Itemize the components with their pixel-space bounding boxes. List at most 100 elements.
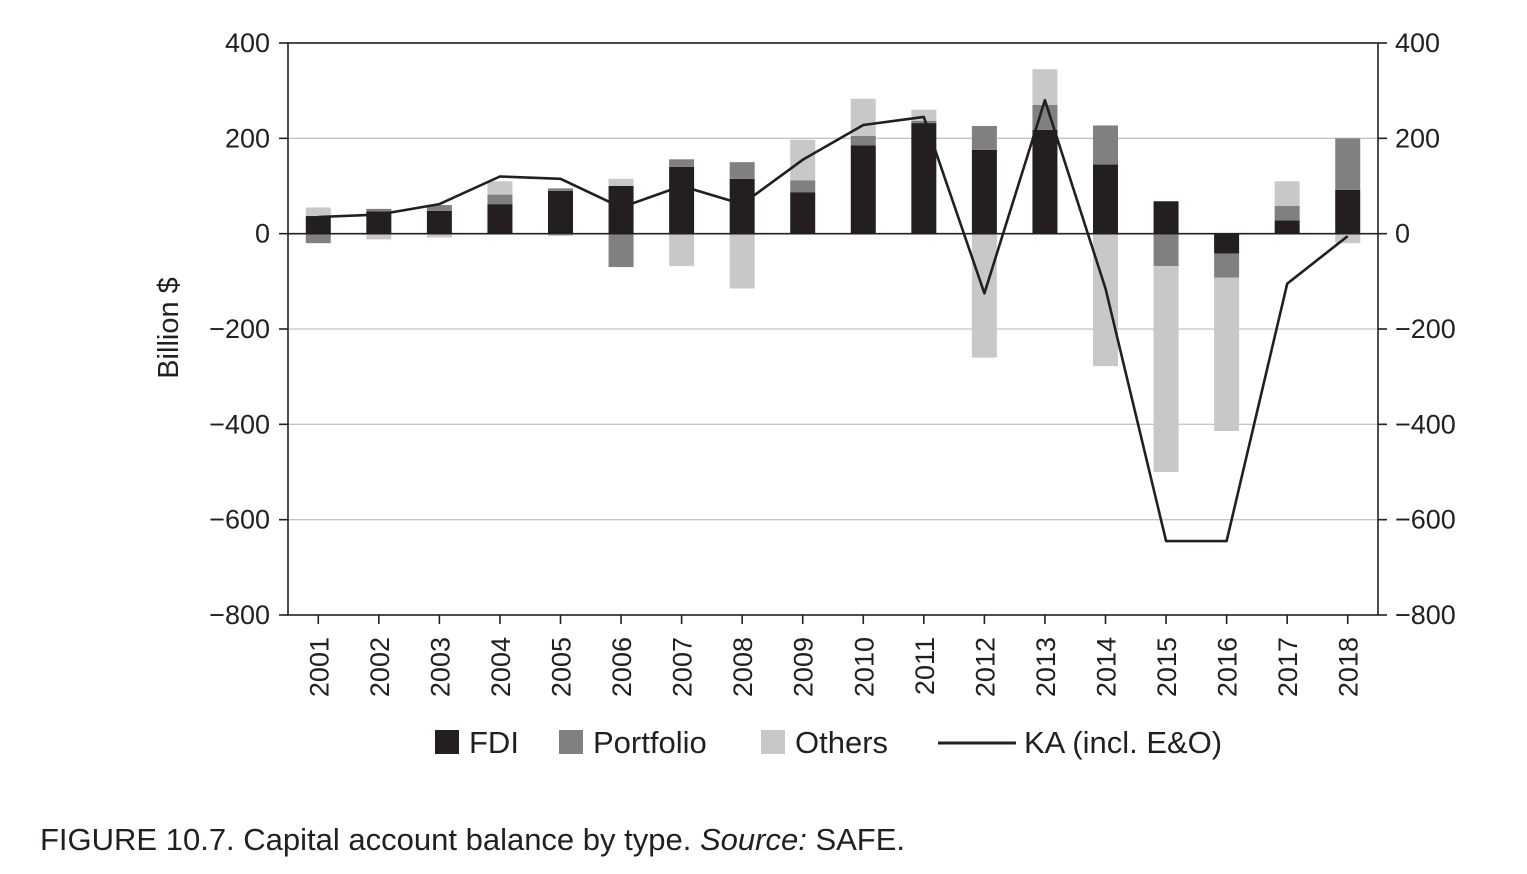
bar-portfolio-2016 bbox=[1214, 253, 1240, 278]
y-tick-label-left: 0 bbox=[255, 219, 270, 249]
caption-source-label: Source: bbox=[699, 822, 807, 857]
bar-portfolio-2009 bbox=[790, 180, 816, 193]
bar-portfolio-2003 bbox=[426, 205, 452, 211]
bar-fdi-2013 bbox=[1032, 129, 1058, 234]
line-ka-incl-e-o bbox=[318, 98, 1349, 543]
bar-portfolio-2001 bbox=[305, 233, 331, 244]
x-tick-label: 2009 bbox=[789, 637, 819, 697]
bar-others-2018 bbox=[1335, 233, 1361, 244]
legend-swatch-others bbox=[761, 730, 785, 754]
bar-others-2016 bbox=[1214, 277, 1240, 432]
x-tick-label: 2006 bbox=[607, 637, 637, 697]
bar-others-2014 bbox=[1093, 233, 1118, 367]
bar-fdi-2004 bbox=[487, 204, 513, 234]
bar-portfolio-2015 bbox=[1153, 233, 1179, 267]
bars bbox=[305, 69, 1361, 472]
y-tick-label-left: −200 bbox=[209, 314, 270, 344]
x-tick-label: 2002 bbox=[365, 637, 395, 697]
y-tick-label-left: −800 bbox=[209, 600, 270, 630]
bar-fdi-2001 bbox=[305, 216, 331, 234]
bar-fdi-2007 bbox=[669, 166, 695, 234]
bar-portfolio-2012 bbox=[971, 125, 997, 150]
y-tick-label-left: −600 bbox=[209, 505, 270, 535]
ka-line-series bbox=[318, 98, 1349, 543]
y-tick-label-left: −400 bbox=[209, 409, 270, 439]
bar-others-2001 bbox=[305, 207, 331, 217]
bar-others-2003 bbox=[426, 233, 452, 238]
bar-fdi-2017 bbox=[1274, 220, 1300, 234]
bar-portfolio-2004 bbox=[487, 194, 513, 205]
y-tick-label-right: 200 bbox=[1395, 123, 1440, 153]
bar-others-2011 bbox=[911, 109, 937, 121]
x-axis: 2001 2002 2003 2004 2005 2006 2007 2008 2009 2010… bbox=[304, 615, 1364, 697]
bar-portfolio-2005 bbox=[548, 188, 573, 191]
y-axis-title: Billion $ bbox=[153, 277, 185, 379]
caption-text: FIGURE 10.7. Capital account balance by … bbox=[40, 822, 692, 857]
x-tick-label: 2007 bbox=[668, 637, 698, 697]
x-tick-label: 2012 bbox=[970, 637, 1000, 697]
bar-fdi-2016 bbox=[1214, 233, 1240, 254]
legend-label-portfolio: Portfolio bbox=[593, 725, 707, 760]
bar-fdi-2009 bbox=[790, 192, 816, 234]
bar-fdi-2002 bbox=[366, 211, 392, 234]
y-tick-label-left: 400 bbox=[225, 28, 270, 58]
bar-portfolio-2010 bbox=[850, 135, 876, 146]
bar-fdi-2015 bbox=[1153, 201, 1179, 234]
bar-portfolio-2008 bbox=[729, 162, 755, 179]
y-tick-label-right: −600 bbox=[1395, 505, 1456, 535]
legend-label-ka-incl-e-o: KA (incl. E&O) bbox=[1024, 725, 1222, 760]
legend-swatch-fdi bbox=[435, 730, 459, 754]
bar-portfolio-2014 bbox=[1093, 125, 1118, 165]
legend-label-fdi: FDI bbox=[469, 725, 519, 760]
bar-portfolio-2002 bbox=[366, 208, 392, 212]
x-tick-label: 2015 bbox=[1152, 637, 1182, 697]
y-tick-label-right: −800 bbox=[1395, 600, 1456, 630]
bar-fdi-2012 bbox=[971, 149, 997, 234]
bar-others-2017 bbox=[1274, 181, 1300, 207]
y-tick-label-right: 400 bbox=[1395, 28, 1440, 58]
x-tick-label: 2004 bbox=[486, 637, 516, 697]
x-tick-label: 2016 bbox=[1213, 637, 1243, 697]
bar-fdi-2010 bbox=[850, 145, 876, 234]
x-tick-label: 2017 bbox=[1273, 637, 1303, 697]
x-tick-label: 2003 bbox=[425, 637, 455, 697]
y-tick-label-right: −200 bbox=[1395, 314, 1456, 344]
y-axis-right: 400 200 0 −200 −400 −600 −800 bbox=[1378, 28, 1456, 630]
legend-label-others: Others bbox=[795, 725, 888, 760]
bar-others-2004 bbox=[487, 181, 513, 195]
bar-others-2008 bbox=[729, 233, 755, 289]
x-tick-label: 2010 bbox=[849, 637, 879, 697]
caption-source-value: SAFE. bbox=[815, 822, 906, 857]
x-tick-label: 2013 bbox=[1031, 637, 1061, 697]
bar-fdi-2006 bbox=[608, 186, 634, 234]
y-tick-label-left: 200 bbox=[225, 123, 270, 153]
bar-fdi-2008 bbox=[729, 178, 755, 234]
y-axis-left: 400 200 0 −200 −400 −600 −800 bbox=[209, 28, 288, 630]
bar-others-2002 bbox=[366, 233, 392, 240]
legend: FDI Portfolio Others KA (incl. E&O) bbox=[435, 725, 1222, 760]
bar-others-2012 bbox=[971, 233, 997, 358]
x-tick-label: 2001 bbox=[304, 637, 334, 697]
chart: 400 200 0 −200 −400 −600 −800 400 200 0 −200 −400 −… bbox=[153, 28, 1456, 760]
bar-portfolio-2017 bbox=[1274, 206, 1300, 221]
bar-others-2006 bbox=[608, 178, 634, 186]
x-tick-label: 2008 bbox=[728, 637, 758, 697]
y-tick-label-right: 0 bbox=[1395, 219, 1410, 249]
legend-swatch-portfolio bbox=[559, 730, 583, 754]
bar-others-2005 bbox=[548, 233, 573, 237]
bar-fdi-2014 bbox=[1093, 164, 1118, 234]
grid-lines bbox=[288, 137, 1378, 521]
x-tick-label: 2018 bbox=[1334, 637, 1364, 697]
bar-fdi-2005 bbox=[548, 190, 573, 234]
x-tick-label: 2005 bbox=[547, 637, 577, 697]
x-tick-label: 2011 bbox=[910, 637, 940, 695]
bar-portfolio-2006 bbox=[608, 233, 634, 268]
bar-portfolio-2007 bbox=[669, 159, 695, 167]
figure-caption: FIGURE 10.7. Capital account balance by … bbox=[40, 822, 905, 858]
bar-others-2015 bbox=[1153, 266, 1179, 472]
x-tick-label: 2014 bbox=[1092, 637, 1122, 697]
bar-others-2007 bbox=[669, 233, 695, 267]
y-tick-label-right: −400 bbox=[1395, 409, 1456, 439]
bar-portfolio-2018 bbox=[1335, 138, 1361, 190]
bar-fdi-2018 bbox=[1335, 189, 1361, 234]
